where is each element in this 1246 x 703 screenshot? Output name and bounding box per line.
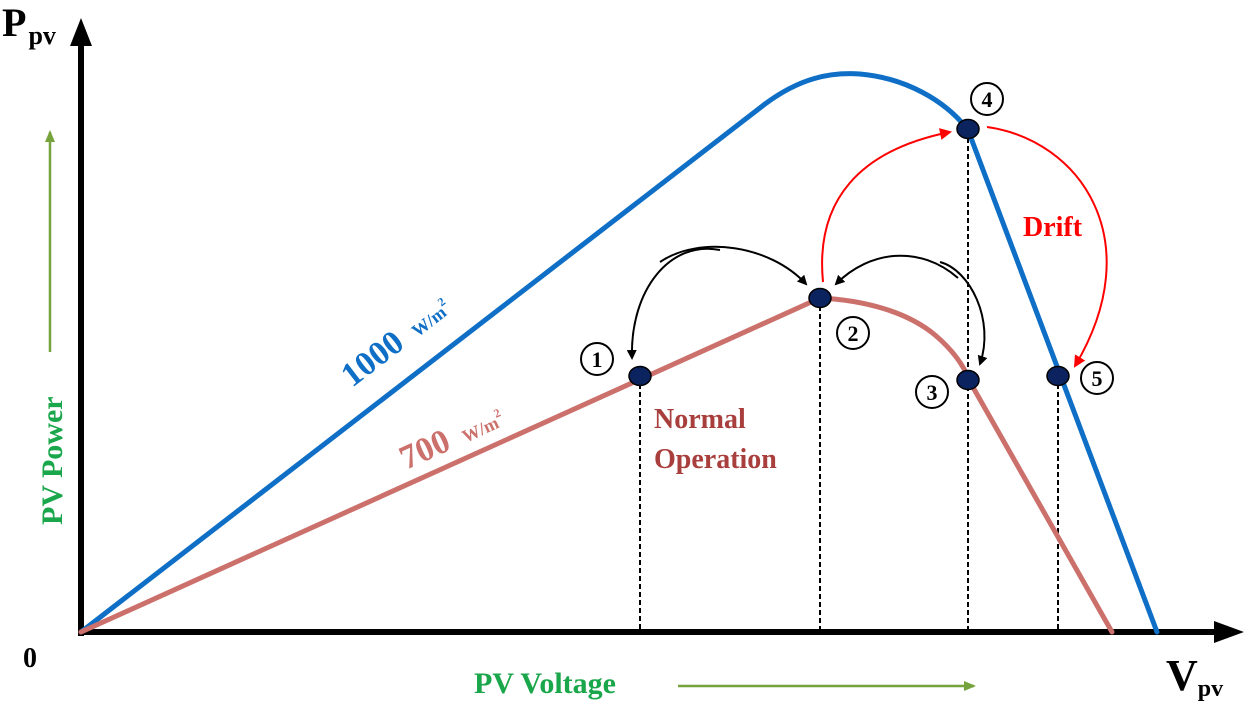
normal-operation-arrows — [626, 245, 988, 366]
point-4 — [956, 118, 980, 140]
x-axis-title: PV Voltage — [474, 667, 616, 700]
drift-label: Drift — [1023, 212, 1083, 243]
operating-points — [628, 118, 1070, 391]
arrow-2-to-3 — [939, 261, 988, 366]
curve-700-sup: 2 — [491, 405, 502, 420]
axes — [70, 18, 1244, 643]
point-label-3: 3 — [927, 380, 938, 405]
curve-1000-label: 1000 W/m2 — [334, 288, 457, 394]
y-axis-symbol: Ppv — [2, 0, 56, 50]
point-label-circle-4 — [970, 82, 1004, 116]
point-label-1: 1 — [592, 347, 603, 372]
point-2 — [808, 287, 832, 309]
point-5 — [1046, 365, 1070, 387]
origin-label: 0 — [23, 643, 37, 674]
point-3 — [956, 369, 980, 391]
svg-text:1000 W/m2: 1000 W/m2 — [334, 288, 457, 394]
point-label-2: 2 — [848, 321, 859, 346]
normal-operation-label-line1: Normal — [654, 404, 746, 435]
x-axis-symbol: Vpv — [1166, 651, 1223, 702]
x-axis-arrowhead-icon — [1214, 621, 1244, 643]
arrow-4-to-5 — [986, 126, 1108, 368]
drift-arrows — [821, 126, 1108, 368]
point-label-circle-3 — [915, 375, 949, 409]
arrow-1-to-2 — [659, 245, 808, 286]
point-label-circle-2 — [836, 316, 870, 350]
point-labels — [580, 82, 1114, 409]
point-label-circle-5 — [1080, 361, 1114, 395]
y-axis-title: PV Power — [36, 396, 69, 525]
arrow-2-to-1 — [626, 247, 721, 360]
normal-operation-label-line2: Operation — [654, 444, 777, 475]
point-label-circle-1 — [580, 342, 614, 376]
y-axis-title-group: PV Power — [36, 396, 69, 525]
arrow-2-to-4 — [821, 128, 952, 283]
point-label-5: 5 — [1092, 366, 1103, 391]
curve-1000 — [78, 71, 1160, 635]
y-axis-arrowhead-icon — [70, 18, 92, 46]
arrow-3-to-2 — [834, 254, 959, 286]
curve-700 — [78, 295, 1115, 635]
point-1 — [628, 365, 652, 387]
projection-lines — [639, 138, 1059, 630]
point-label-4: 4 — [982, 87, 993, 112]
